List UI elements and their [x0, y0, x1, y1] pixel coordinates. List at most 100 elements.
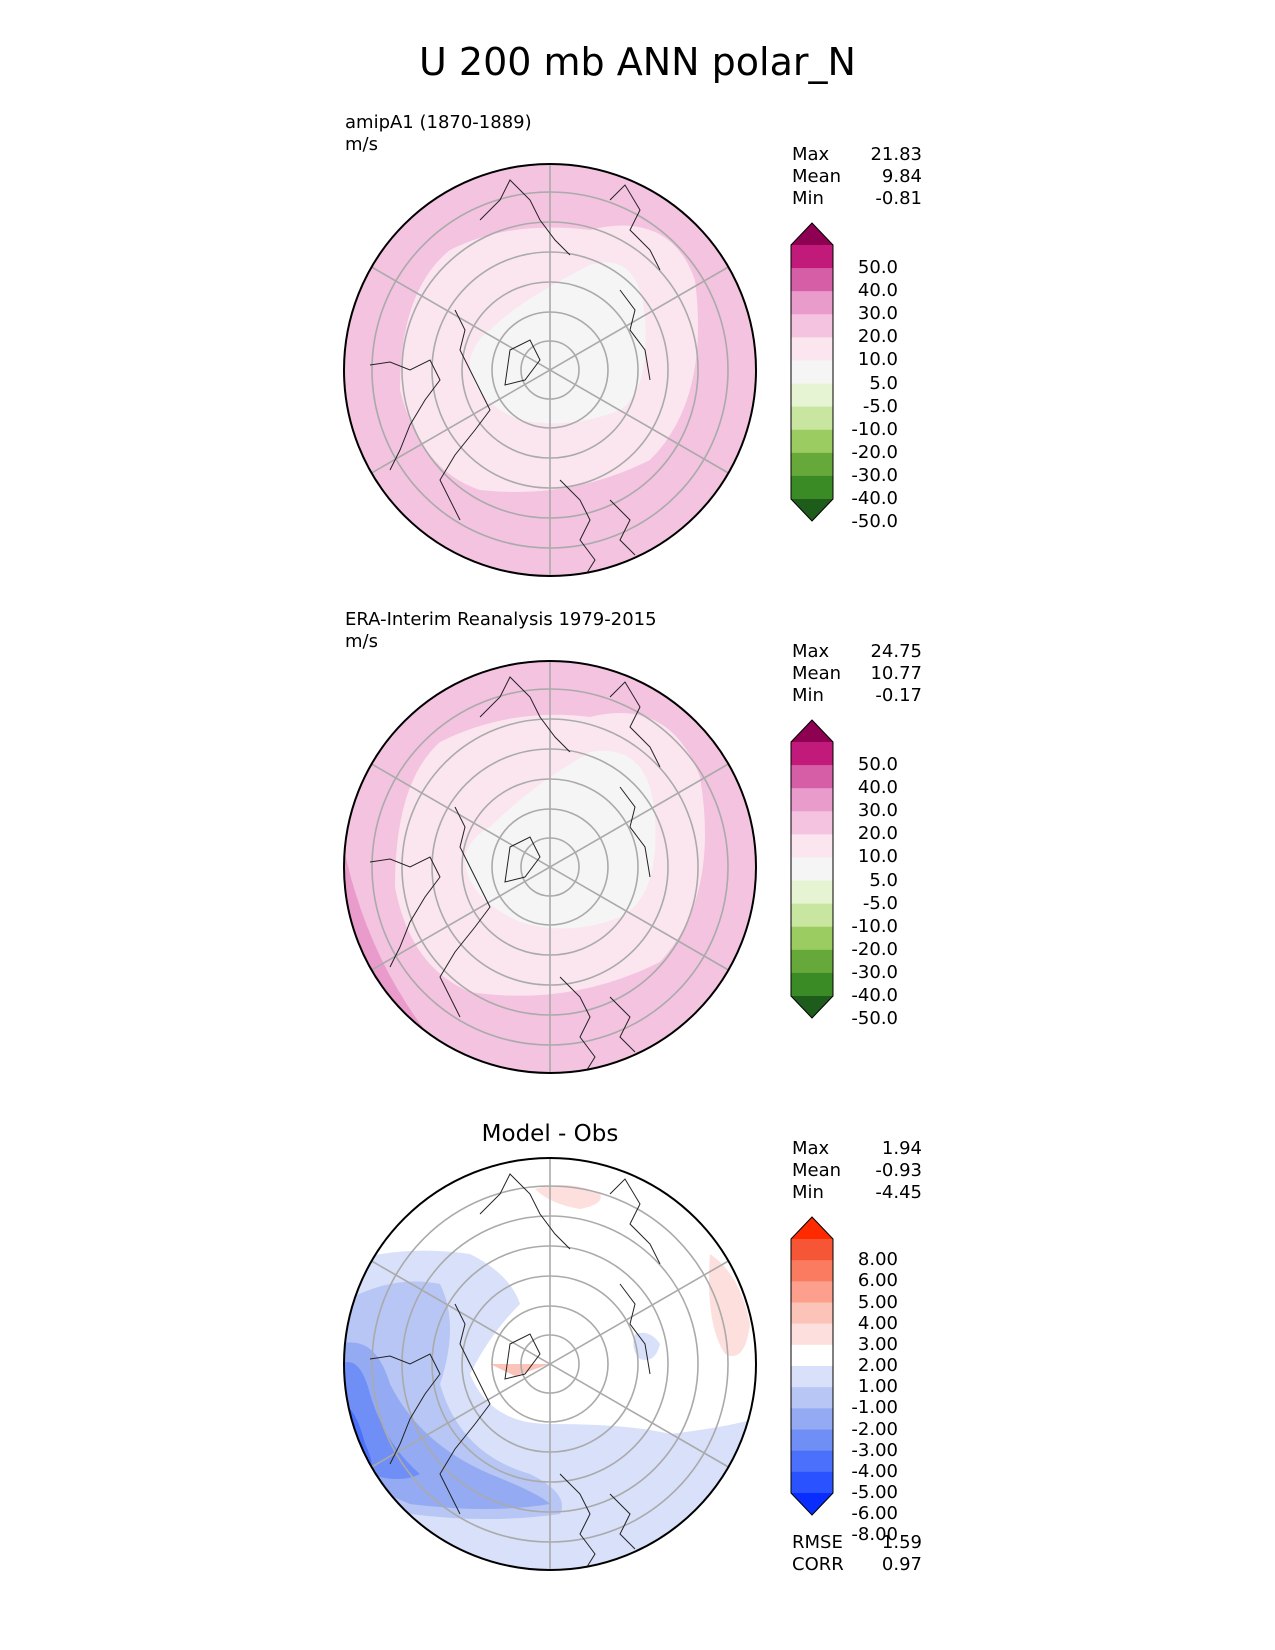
colorbar-test: 50.0 40.0 30.0 20.0 10.0 5.0 -5.0 -10.0 -20.0 -30…	[790, 222, 910, 531]
colorbar-band	[791, 972, 833, 997]
colorbar-band	[791, 1260, 833, 1282]
colorbar-extend-top	[791, 720, 833, 742]
colorbar-band	[791, 452, 833, 477]
stat-value: 24.75	[870, 641, 922, 662]
stat-label: Max	[792, 1138, 830, 1159]
colorbar-tick-label: -40.0	[851, 488, 898, 509]
colorbar-band	[791, 291, 833, 315]
colorbar-tick-label: 40.0	[857, 777, 898, 799]
stat-value: -0.17	[875, 685, 922, 706]
colorbar-band	[791, 429, 833, 454]
panel-test-stats: Max 21.83 Mean 9.84 Min -0.81	[792, 144, 922, 210]
stat-value: 10.77	[870, 663, 922, 684]
colorbar-band	[791, 1471, 833, 1494]
colorbar-graphic	[790, 1216, 834, 1516]
graticule	[371, 661, 729, 1073]
colorbar-band	[791, 383, 833, 408]
stat-value: -0.93	[875, 1160, 922, 1181]
colorbar-tick-label: -5.00	[851, 1482, 898, 1503]
colorbar-tick-label: 20.0	[857, 823, 898, 845]
metric-corr: CORR 0.97	[792, 1554, 922, 1576]
panel-test-units: m/s	[345, 134, 378, 155]
colorbar-band	[791, 880, 833, 905]
colorbar-tick-label: -30.0	[851, 961, 898, 983]
colorbar-graphic	[790, 222, 834, 522]
colorbar-band	[791, 765, 833, 789]
colorbar-outline	[790, 222, 834, 522]
colorbar-band	[791, 857, 833, 882]
colorbar-band	[791, 1281, 833, 1303]
colorbar-band	[791, 360, 833, 385]
colorbar-extend-bottom	[791, 499, 833, 521]
colorbar-outline	[790, 719, 834, 1019]
panel-reference-stats: Max 24.75 Mean 10.77 Min -0.17	[792, 641, 922, 707]
colorbar-tick-label: -4.00	[851, 1460, 898, 1482]
colorbar-band	[791, 1450, 833, 1473]
coastlines	[369, 676, 661, 1073]
colorbar-tick-label: -6.00	[851, 1503, 898, 1525]
stat-label: Min	[792, 1182, 824, 1203]
colorbar-tick-label: 30.0	[857, 800, 898, 822]
stat-label: Min	[792, 685, 824, 706]
colorbar-tick-label: 6.00	[857, 1270, 898, 1292]
stat-label: Mean	[792, 663, 842, 684]
colorbar-tick-label: 50.0	[857, 257, 898, 279]
polar-map-test	[343, 163, 757, 577]
stat-mean: Mean -0.93	[792, 1160, 922, 1182]
figure-title: U 200 mb ANN polar_N	[419, 40, 856, 84]
colorbar-band	[791, 406, 833, 431]
panel-reference-title: ERA-Interim Reanalysis 1979-2015 m/s	[345, 609, 657, 653]
stat-label: Max	[792, 641, 830, 662]
metric-value: 0.97	[881, 1554, 922, 1575]
colorbar-tick-label: 2.00	[857, 1355, 898, 1376]
colorbar-band	[791, 788, 833, 812]
stat-value: -4.45	[875, 1182, 922, 1203]
stat-value: 9.84	[881, 166, 922, 187]
colorbar-tick-label: -8.00	[851, 1524, 898, 1546]
colorbar-band	[791, 1323, 833, 1346]
colorbar-band	[791, 245, 833, 269]
coastlines	[369, 1173, 661, 1570]
field-band-neg2-neg1	[633, 1332, 660, 1360]
colorbar-tick-label: 10.0	[857, 349, 898, 371]
colorbar-tick-label: 20.0	[857, 326, 898, 348]
stat-min: Min -4.45	[792, 1182, 922, 1204]
stat-label: Mean	[792, 166, 842, 187]
field-band-2-3	[490, 1364, 550, 1376]
stat-max: Max 21.83	[792, 144, 922, 166]
metric-label: CORR	[792, 1554, 844, 1575]
colorbar-band	[791, 337, 833, 361]
colorbar-tick-label: -10.0	[851, 418, 898, 440]
stat-value: 21.83	[870, 144, 922, 165]
colorbar-band	[791, 268, 833, 292]
colorbar-tick-label: 8.00	[857, 1249, 898, 1271]
colorbar-band	[791, 834, 833, 858]
colorbar-extend-top	[791, 223, 833, 245]
colorbar-outline	[790, 1216, 834, 1516]
colorbar-band	[791, 1387, 833, 1409]
colorbar-band	[791, 1302, 833, 1325]
colorbar-band	[791, 926, 833, 951]
colorbar-tick-label: -40.0	[851, 985, 898, 1006]
stat-value: 1.94	[881, 1138, 922, 1159]
colorbar-band	[791, 949, 833, 974]
map-boundary	[343, 660, 757, 1074]
colorbar-difference: 8.00 6.00 5.00 4.00 3.00 2.00 1.00 -1.00 -2.00 -3…	[790, 1216, 910, 1544]
colorbar-tick-label: -30.0	[851, 464, 898, 486]
colorbar-tick-label: 30.0	[857, 303, 898, 325]
colorbar-extend-top	[791, 1217, 833, 1239]
map-boundary	[343, 163, 757, 577]
colorbar-tick-label: 50.0	[857, 754, 898, 776]
colorbar-graphic	[790, 719, 834, 1019]
panel-difference-stats: Max 1.94 Mean -0.93 Min -4.45	[792, 1138, 922, 1204]
metric-value: 1.59	[881, 1532, 922, 1553]
colorbar-tick-label: 10.0	[857, 846, 898, 868]
colorbar-band	[791, 314, 833, 338]
stat-min: Min -0.81	[792, 188, 922, 210]
coastlines	[369, 179, 661, 576]
colorbar-band	[791, 903, 833, 928]
colorbar-tick-label: -3.00	[851, 1439, 898, 1461]
colorbar-band	[791, 811, 833, 835]
stat-mean: Mean 10.77	[792, 663, 922, 685]
panel-test-name: amipA1 (1870-1889)	[345, 112, 532, 133]
